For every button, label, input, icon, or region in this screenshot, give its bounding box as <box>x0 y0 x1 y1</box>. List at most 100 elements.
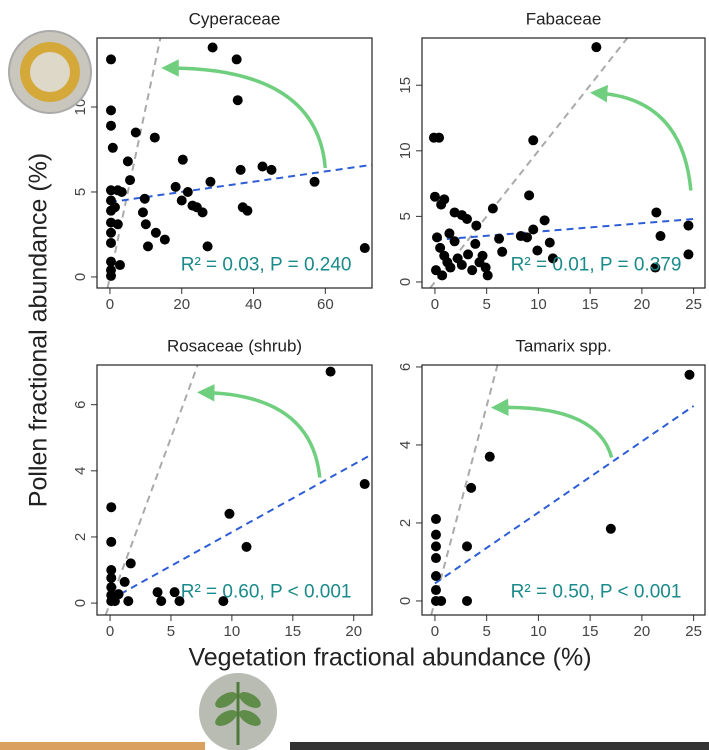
point <box>106 565 117 576</box>
point <box>106 120 117 131</box>
point <box>107 142 118 153</box>
point <box>650 262 661 273</box>
point <box>487 203 498 214</box>
point <box>325 366 336 377</box>
point <box>106 54 117 65</box>
point <box>159 234 170 245</box>
point <box>591 42 602 53</box>
identity-line <box>430 365 499 615</box>
point <box>130 127 141 138</box>
trend-line <box>434 405 695 585</box>
point <box>544 237 555 248</box>
point <box>437 270 448 281</box>
photo-strip <box>290 742 709 750</box>
point <box>106 105 117 116</box>
point <box>684 369 695 380</box>
x-tick-label: 20 <box>634 623 651 640</box>
x-tick-label: 20 <box>634 296 651 313</box>
x-tick-label: 20 <box>173 296 190 313</box>
x-tick-label: 25 <box>685 296 702 313</box>
y-tick-label: 4 <box>397 441 414 449</box>
plot-frame <box>96 37 373 289</box>
point <box>547 253 558 264</box>
point <box>142 241 153 252</box>
point <box>359 479 370 490</box>
point <box>114 260 125 271</box>
point <box>150 227 161 238</box>
point <box>122 156 133 167</box>
x-tick-label: 5 <box>482 296 490 313</box>
point <box>174 596 185 607</box>
x-tick-label: 10 <box>224 623 241 640</box>
point <box>683 249 694 260</box>
point <box>456 259 467 270</box>
point <box>137 207 148 218</box>
y-tick-label: 0 <box>72 599 89 607</box>
point <box>266 164 277 175</box>
point <box>218 596 229 607</box>
point <box>106 265 117 276</box>
point <box>651 207 662 218</box>
point <box>655 231 666 242</box>
annotation: R² = 0.60, P < 0.001 <box>181 582 352 603</box>
point <box>532 245 543 256</box>
point <box>140 219 151 230</box>
y-tick-label: 0 <box>72 273 89 281</box>
point <box>445 262 456 273</box>
x-tick-label: 10 <box>530 623 547 640</box>
y-tick-label: 15 <box>397 77 414 94</box>
panel-title: Cyperaceae <box>189 9 281 28</box>
point <box>241 541 252 552</box>
point <box>106 227 117 238</box>
point <box>683 220 694 231</box>
point <box>359 243 370 254</box>
y-tick-label: 10 <box>397 142 414 159</box>
y-tick-label: 0 <box>397 597 414 605</box>
point <box>484 451 495 462</box>
point <box>231 54 242 65</box>
x-tick-label: 10 <box>530 296 547 313</box>
identity-line <box>104 365 199 615</box>
point <box>466 482 477 493</box>
point <box>109 202 120 213</box>
x-tick-label: 40 <box>245 296 262 313</box>
plot-frame <box>421 37 706 289</box>
point <box>430 514 441 525</box>
arrow <box>161 59 327 169</box>
point <box>462 214 473 225</box>
point <box>462 541 473 552</box>
point <box>497 246 508 257</box>
plot-frame <box>421 364 706 616</box>
y-tick-label: 5 <box>72 188 89 196</box>
annotation: R² = 0.03, P = 0.240 <box>181 255 352 276</box>
point <box>309 176 320 187</box>
point <box>436 199 447 210</box>
panel-title: Fabaceae <box>526 9 602 28</box>
panel: Rosaceae (shrub) 0 5 10 15 20 0 2 4 6 R² = 0.60, P… <box>72 336 373 640</box>
x-tick-label: 0 <box>431 623 439 640</box>
point <box>182 186 193 197</box>
leaf-icon <box>199 673 277 750</box>
point <box>197 207 208 218</box>
x-tick-label: 5 <box>167 623 175 640</box>
point <box>109 596 120 607</box>
arrow <box>490 398 614 458</box>
x-tick-label: 0 <box>106 623 114 640</box>
trend-line <box>109 163 372 204</box>
point <box>177 154 188 165</box>
point <box>482 270 493 281</box>
point <box>149 132 160 143</box>
point <box>202 241 213 252</box>
point <box>156 596 167 607</box>
x-tick-label: 5 <box>482 623 490 640</box>
panel-title: Tamarix spp. <box>515 336 611 355</box>
plot-frame <box>96 364 373 616</box>
point <box>106 237 117 248</box>
panel-title: Rosaceae (shrub) <box>167 336 302 355</box>
x-axis-label: Vegetation fractional abundance (%) <box>188 644 591 672</box>
point <box>463 249 474 260</box>
point <box>470 238 481 249</box>
point <box>205 176 216 187</box>
